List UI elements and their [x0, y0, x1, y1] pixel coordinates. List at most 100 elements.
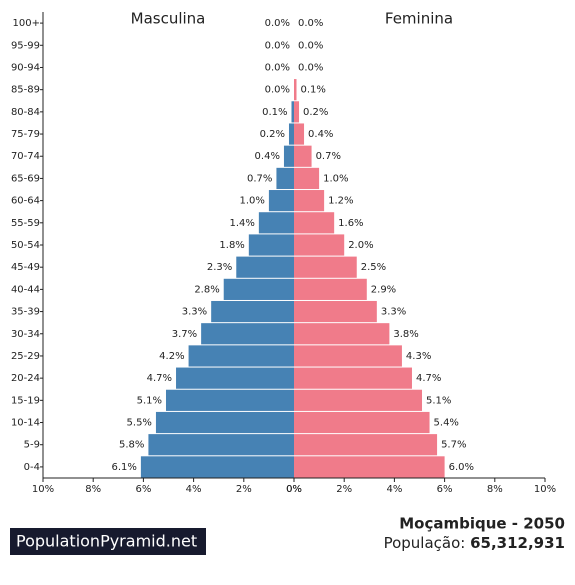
value-label: 1.2%	[328, 196, 353, 207]
value-label: 4.7%	[416, 373, 441, 384]
bar	[268, 190, 294, 212]
x-tick-label: 4%	[386, 484, 402, 495]
y-tick-label: 95-99	[11, 40, 40, 51]
bar	[155, 411, 294, 434]
value-label: 3.3%	[182, 307, 207, 318]
bar	[258, 212, 294, 234]
bar	[294, 434, 438, 456]
value-label: 2.5%	[361, 262, 386, 273]
value-label: 3.8%	[393, 329, 418, 340]
value-label: 5.7%	[441, 440, 466, 451]
value-label: 0.0%	[298, 40, 323, 51]
y-tick-label: 100+	[13, 18, 40, 29]
y-tick-label: 25-29	[11, 351, 40, 362]
value-label: 0.7%	[316, 151, 341, 162]
bar	[148, 434, 294, 456]
value-label: 2.8%	[194, 284, 219, 295]
bar	[294, 145, 312, 167]
bar	[294, 278, 367, 300]
value-label: 1.0%	[323, 173, 348, 184]
y-tick-label: 30-34	[11, 329, 40, 340]
bar	[176, 367, 294, 389]
bar	[140, 456, 294, 478]
value-label: 5.1%	[137, 395, 162, 406]
value-label: 0.0%	[265, 85, 290, 96]
bar	[188, 345, 294, 367]
footer-title: Moçambique - 2050	[399, 515, 565, 533]
x-tick-label: 8%	[487, 484, 503, 495]
x-tick-label: 6%	[135, 484, 151, 495]
bar	[283, 145, 294, 167]
value-label: 5.1%	[426, 395, 451, 406]
value-label: 0.2%	[303, 107, 328, 118]
value-label: 0.0%	[265, 18, 290, 29]
population-label: População:	[384, 534, 466, 552]
x-tick-label: 0%	[286, 484, 302, 495]
y-tick-label: 5-9	[24, 440, 40, 451]
x-tick-label: 6%	[437, 484, 453, 495]
x-tick-label: 2%	[336, 484, 352, 495]
value-label: 4.3%	[406, 351, 431, 362]
value-label: 1.0%	[239, 196, 264, 207]
value-label: 2.0%	[348, 240, 373, 251]
bar	[236, 256, 294, 278]
bar	[294, 123, 305, 145]
bar	[294, 167, 320, 190]
population-value: 65,312,931	[470, 534, 565, 552]
bar	[294, 367, 412, 389]
y-tick-label: 35-39	[11, 307, 40, 318]
x-tick-label: 8%	[85, 484, 101, 495]
value-label: 0.4%	[308, 129, 333, 140]
value-label: 1.6%	[338, 218, 363, 229]
bar	[294, 345, 402, 367]
value-label: 0.0%	[298, 62, 323, 73]
series-name: Masculina	[131, 10, 206, 28]
value-label: 5.8%	[119, 440, 144, 451]
y-tick-label: 10-14	[11, 418, 40, 429]
value-label: 0.1%	[301, 85, 326, 96]
bar	[294, 300, 377, 323]
bar	[294, 212, 335, 234]
bar	[276, 167, 294, 190]
bar	[294, 234, 345, 256]
x-tick-label: 0%	[286, 484, 302, 495]
bar	[294, 101, 300, 123]
y-tick-label: 15-19	[11, 395, 40, 406]
value-label: 6.1%	[111, 462, 136, 473]
value-label: 0.0%	[265, 40, 290, 51]
population: População: 65,312,931	[384, 534, 565, 552]
bar	[201, 323, 294, 345]
y-tick-label: 70-74	[11, 151, 40, 162]
brand: PopulationPyramid.net	[16, 532, 197, 551]
y-tick-label: 90-94	[11, 62, 40, 73]
value-label: 0.1%	[262, 107, 287, 118]
y-tick-label: 0-4	[24, 462, 40, 473]
bar	[248, 234, 294, 256]
y-tick-label: 80-84	[11, 107, 40, 118]
bar	[288, 123, 294, 145]
bar	[294, 256, 357, 278]
value-label: 0.0%	[265, 62, 290, 73]
value-label: 4.2%	[159, 351, 184, 362]
value-label: 3.7%	[172, 329, 197, 340]
value-label: 6.0%	[449, 462, 474, 473]
y-tick-label: 45-49	[11, 262, 40, 273]
bar	[211, 300, 294, 323]
y-tick-label: 65-69	[11, 173, 40, 184]
value-label: 1.8%	[219, 240, 244, 251]
bar	[294, 79, 297, 101]
bar	[294, 389, 423, 411]
x-tick-label: 10%	[534, 484, 556, 495]
value-label: 1.4%	[229, 218, 254, 229]
value-label: 0.2%	[260, 129, 285, 140]
x-tick-label: 2%	[236, 484, 252, 495]
value-label: 5.4%	[434, 418, 459, 429]
value-label: 5.5%	[127, 418, 152, 429]
value-label: 0.0%	[298, 18, 323, 29]
bar	[294, 411, 430, 434]
value-label: 4.7%	[147, 373, 172, 384]
value-label: 2.3%	[207, 262, 232, 273]
bar	[165, 389, 294, 411]
bar	[294, 323, 390, 345]
